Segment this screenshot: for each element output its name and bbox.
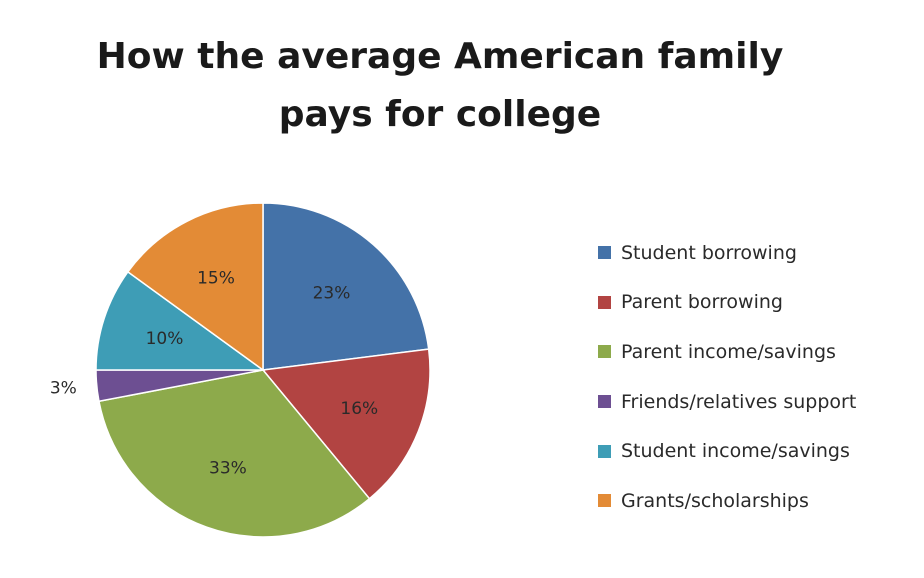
legend-label: Friends/relatives support (621, 390, 857, 413)
legend-label: Student income/savings (621, 440, 850, 463)
legend-swatch (598, 295, 611, 309)
legend-swatch (598, 444, 611, 458)
slice-label-parent-income-savings: 33% (209, 458, 247, 478)
pie-slice-parent-borrowing (261, 348, 431, 500)
slice-label-parent-borrowing: 16% (340, 399, 378, 419)
chart-title: How the average American family pays for… (0, 28, 880, 144)
pie-slice-grants-scholarships (126, 202, 264, 372)
slice-label-friends-relatives-support: 3% (50, 379, 77, 399)
legend-label: Student borrowing (621, 241, 797, 264)
slice-label-grants-scholarships: 15% (197, 269, 235, 289)
legend-item-friends-relatives-support: Friends/relatives support (598, 377, 856, 427)
pie-slice-student-income-savings (95, 270, 266, 371)
legend-label: Parent income/savings (621, 340, 836, 363)
legend-label: Grants/scholarships (621, 489, 809, 512)
slice-label-student-borrowing: 23% (313, 283, 351, 303)
legend-swatch (598, 345, 611, 359)
legend-swatch (598, 494, 611, 508)
chart-title-line-1: How the average American family (96, 36, 784, 77)
pie-slice-student-borrowing (262, 202, 430, 371)
legend-label: Parent borrowing (621, 291, 783, 314)
legend-item-parent-borrowing: Parent borrowing (598, 278, 856, 328)
legend-item-grants-scholarships: Grants/scholarships (598, 476, 856, 526)
slice-label-student-income-savings: 10% (146, 329, 184, 349)
legend-item-student-borrowing: Student borrowing (598, 228, 856, 278)
pie-slice-parent-income-savings (98, 369, 371, 538)
legend-item-parent-income-savings: Parent income/savings (598, 327, 856, 377)
legend-swatch (598, 246, 611, 260)
legend-item-student-income-savings: Student income/savings (598, 426, 856, 476)
legend-swatch (598, 395, 611, 409)
chart-title-line-2: pays for college (278, 94, 602, 135)
chart-legend: Student borrowing Parent borrowing Parent … (598, 228, 856, 526)
